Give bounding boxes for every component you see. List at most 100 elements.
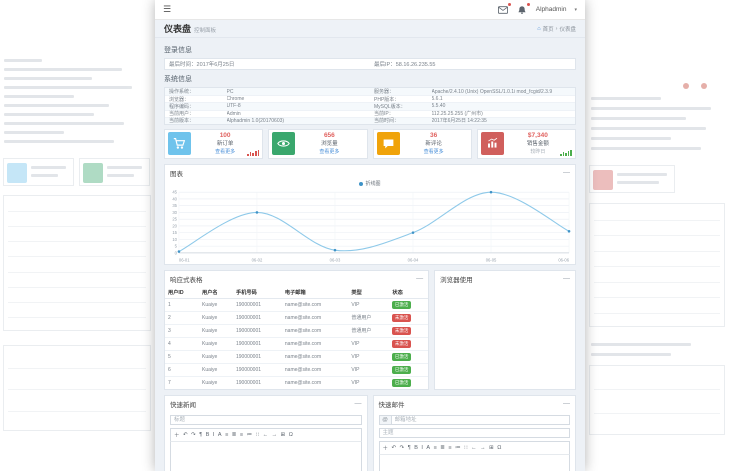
outdent-icon[interactable]: ← — [471, 445, 477, 451]
system-info-cell: 当前版本： — [165, 117, 227, 124]
status-badge: 已激活 — [392, 366, 411, 374]
post-editor-content[interactable] — [170, 442, 362, 471]
table-cell: 190000001 — [233, 363, 282, 376]
page-subtitle: 控制面板 — [194, 26, 216, 34]
align-right-icon[interactable]: ≡ — [240, 432, 243, 438]
system-info-cell: Chrome — [227, 96, 371, 102]
italic-icon[interactable]: I — [213, 432, 215, 438]
user-menu[interactable]: Alphadmin — [536, 6, 567, 13]
align-left-icon[interactable]: ≡ — [434, 445, 437, 451]
system-info-cell: 5.5.40 — [432, 103, 576, 109]
unordered-list-icon[interactable]: ∷ — [256, 432, 260, 438]
post-title-input[interactable] — [170, 415, 362, 425]
align-center-icon[interactable]: ≣ — [440, 445, 445, 451]
ghost-decoration — [594, 413, 720, 414]
browser-usage-body — [435, 286, 575, 389]
stat-more-link[interactable]: 查看更多 — [424, 149, 444, 155]
ghost-decoration — [594, 251, 720, 252]
table-cell: 190000001 — [233, 337, 282, 350]
redo-icon[interactable]: ↷ — [400, 445, 405, 451]
insert-icon[interactable]: ＋ — [174, 431, 180, 439]
last-ip-value: 58.16.26.235.55 — [396, 62, 436, 68]
collapse-icon[interactable]: — — [355, 402, 362, 406]
chart-legend[interactable]: 折线图 — [165, 180, 575, 188]
cart-stat-card: 100新订单查看更多 — [164, 129, 263, 159]
stat-value: $7,340 — [504, 132, 572, 141]
redo-icon[interactable]: ↷ — [191, 432, 196, 438]
bold-icon[interactable]: B — [414, 445, 418, 451]
stat-body: 36新评论查看更多 — [400, 132, 468, 156]
table-cell: 未激活 — [389, 337, 428, 350]
breadcrumb-home-link[interactable]: 首页 — [543, 25, 554, 33]
collapse-icon[interactable]: — — [563, 171, 570, 175]
stat-more-link[interactable]: 查看更多 — [319, 149, 339, 155]
table-icon[interactable]: ⊞ — [489, 445, 494, 451]
ordered-list-icon[interactable]: ≔ — [455, 445, 461, 451]
system-info-row: 当前用户：Admin当前IP：112.25.25.255 (广州市) — [165, 110, 575, 117]
dashboard-content: 登录信息 最后时间：2017年6月25日 最后IP：58.16.26.235.5… — [155, 38, 585, 471]
table-row: 3Kuaiye190000001name@site.com普通用户未激活 — [165, 324, 428, 337]
unordered-list-icon[interactable]: ∷ — [464, 445, 468, 451]
table-cell: 已激活 — [389, 298, 428, 311]
table-cell: Kuaiye — [199, 363, 233, 376]
dashboard-window: ☰ Alphadmin ▾ 仪表盘 控制面板 ⌂ 首页 › — [155, 0, 585, 471]
align-center-icon[interactable]: ≣ — [232, 432, 237, 438]
ghost-decoration — [8, 411, 146, 412]
align-right-icon[interactable]: ≡ — [448, 445, 451, 451]
ghost-decoration — [594, 282, 720, 283]
special-char-icon[interactable]: Ω — [497, 445, 501, 451]
undo-icon[interactable]: ↶ — [183, 432, 188, 438]
browser-panel-title: 浏览器使用 — [440, 274, 473, 284]
chart-stat-card: $7,340销售金额较昨日 — [477, 129, 576, 159]
users-column-header: 用户名 — [199, 287, 233, 299]
table-cell: 6 — [165, 363, 199, 376]
middle-row: 响应式表格 — 用户ID用户名手机号码电子邮箱类型状态 1Kuaiye19000… — [164, 270, 576, 390]
last-time-value: 2017年6月25日 — [197, 62, 235, 68]
ghost-decoration — [107, 174, 134, 177]
collapse-icon[interactable]: — — [416, 277, 423, 281]
stat-more-link[interactable]: 查看更多 — [215, 149, 235, 155]
special-char-icon[interactable]: Ω — [289, 432, 293, 438]
font-color-icon[interactable]: A — [426, 445, 430, 451]
collapse-icon[interactable]: — — [563, 277, 570, 281]
table-icon[interactable]: ⊞ — [281, 432, 286, 438]
mail-editor-content[interactable] — [379, 455, 571, 471]
outdent-icon[interactable]: ← — [263, 432, 269, 438]
italic-icon[interactable]: I — [421, 445, 423, 451]
table-cell: 7 — [165, 376, 199, 389]
svg-text:35: 35 — [172, 203, 177, 208]
screen: ☰ Alphadmin ▾ 仪表盘 控制面板 ⌂ 首页 › — [0, 0, 729, 471]
mail-address-input[interactable] — [391, 415, 571, 425]
mail-subject-input[interactable] — [379, 428, 571, 438]
chart-icon — [481, 132, 504, 155]
collapse-icon[interactable]: — — [563, 402, 570, 406]
indent-icon[interactable]: → — [272, 432, 278, 438]
notifications-bell-icon[interactable] — [517, 5, 528, 14]
at-addon: @ — [379, 415, 391, 425]
quick-post-header: 快速新闻 — — [165, 396, 367, 411]
align-left-icon[interactable]: ≡ — [225, 432, 228, 438]
table-cell: 190000001 — [233, 350, 282, 363]
svg-text:06-02: 06-02 — [252, 257, 263, 262]
table-row: 6Kuaiye190000001name@site.comVIP已激活 — [165, 363, 428, 376]
insert-icon[interactable]: ＋ — [383, 444, 389, 452]
undo-icon[interactable]: ↶ — [392, 445, 397, 451]
ghost-decoration — [683, 83, 689, 89]
hamburger-icon[interactable]: ☰ — [163, 4, 171, 15]
ordered-list-icon[interactable]: ≔ — [247, 432, 253, 438]
ghost-decoration — [4, 113, 94, 116]
indent-icon[interactable]: → — [480, 445, 486, 451]
ghost-decoration — [591, 127, 706, 130]
background-window-left — [0, 55, 155, 467]
messages-icon[interactable] — [498, 5, 509, 14]
format-icon[interactable]: ¶ — [199, 432, 202, 438]
ghost-decoration — [591, 147, 701, 150]
bold-icon[interactable]: B — [206, 432, 210, 438]
system-info-cell: UTF-8 — [227, 103, 371, 109]
users-column-header: 电子邮箱 — [282, 287, 349, 299]
font-color-icon[interactable]: A — [218, 432, 222, 438]
table-cell: 普通用户 — [348, 324, 389, 337]
format-icon[interactable]: ¶ — [408, 445, 411, 451]
table-cell: 未激活 — [389, 311, 428, 324]
system-info-cell: 服务器： — [370, 88, 432, 95]
